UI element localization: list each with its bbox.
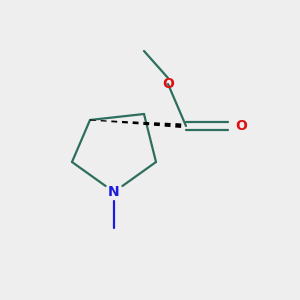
Text: N: N bbox=[108, 185, 120, 199]
Text: O: O bbox=[236, 119, 247, 133]
Text: O: O bbox=[162, 77, 174, 91]
